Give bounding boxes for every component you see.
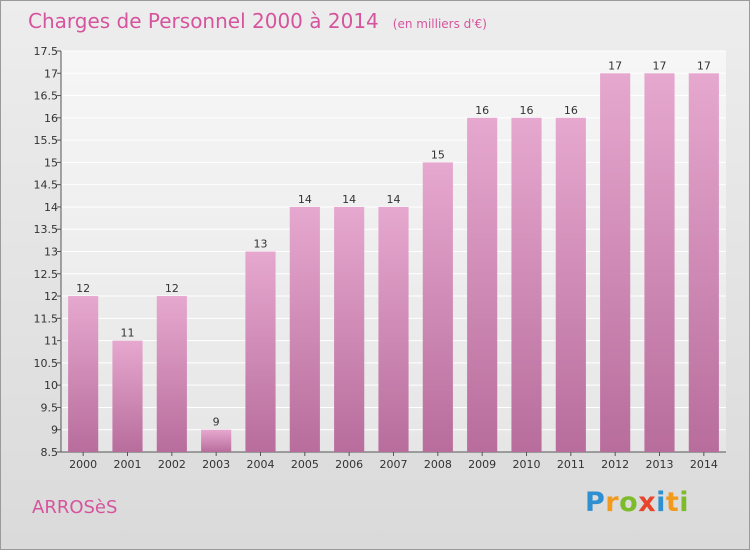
bars: [68, 73, 719, 453]
data-label: 15: [431, 148, 445, 161]
x-tick-label: 2003: [202, 458, 230, 471]
data-label: 11: [121, 327, 135, 340]
data-label: 16: [564, 104, 578, 117]
bar: [422, 162, 453, 452]
x-tick-label: 2009: [468, 458, 496, 471]
x-tick-label: 2013: [646, 458, 674, 471]
y-tick-label: 9.5: [41, 401, 59, 414]
bar: [511, 117, 542, 452]
y-tick-label: 13: [44, 246, 58, 259]
chart-subtitle: (en milliers d'€): [392, 17, 487, 31]
x-tick-label: 2011: [557, 458, 585, 471]
x-tick-label: 2000: [69, 458, 97, 471]
data-label: 14: [387, 193, 401, 206]
commune-name: ARROSèS: [32, 497, 118, 518]
x-tick-label: 2007: [380, 458, 408, 471]
bar: [68, 296, 99, 452]
logo-letter: o: [619, 487, 639, 518]
logo-letter: i: [679, 487, 690, 518]
y-tick-label: 10.5: [34, 357, 59, 370]
data-label: 17: [653, 59, 667, 72]
logo-letter: t: [665, 487, 680, 518]
x-tick-label: 2012: [601, 458, 629, 471]
proxiti-logo: Proxiti: [585, 487, 689, 518]
logo-letter: i: [656, 487, 666, 518]
y-tick-label: 17.5: [34, 45, 59, 58]
y-tick-label: 13.5: [34, 223, 59, 236]
data-label: 14: [342, 193, 356, 206]
bar: [201, 429, 232, 452]
data-label: 12: [76, 282, 90, 295]
data-label: 17: [697, 59, 711, 72]
x-tick-label: 2002: [158, 458, 186, 471]
logo-letter: r: [605, 487, 620, 518]
y-tick-label: 8.5: [41, 446, 59, 459]
data-label: 12: [165, 282, 179, 295]
y-tick-label: 15: [44, 156, 58, 169]
y-tick-label: 9: [51, 424, 58, 437]
bar: [378, 206, 409, 452]
logo-letter: P: [585, 487, 606, 518]
chart-title: Charges de Personnel 2000 à 2014 (en mill…: [28, 9, 487, 33]
axes: 8.599.51010.51111.51212.51313.51414.5151…: [34, 45, 726, 471]
logo-letter: x: [638, 487, 657, 518]
y-tick-label: 11.5: [34, 312, 59, 325]
y-tick-label: 17: [44, 67, 58, 80]
x-tick-label: 2006: [335, 458, 363, 471]
data-label: 14: [298, 193, 312, 206]
title-text: Charges de Personnel 2000 à 2014: [28, 9, 379, 33]
bar: [644, 73, 675, 453]
y-tick-label: 14.5: [34, 179, 59, 192]
bar: [600, 73, 631, 453]
data-label: 13: [254, 238, 268, 251]
data-label: 9: [213, 416, 220, 429]
bar: [334, 206, 365, 452]
x-tick-label: 2005: [291, 458, 319, 471]
bar: [112, 340, 143, 452]
bar: [688, 73, 719, 453]
bar: [156, 296, 187, 452]
data-label: 17: [608, 59, 622, 72]
x-tick-label: 2008: [424, 458, 452, 471]
y-tick-label: 16.5: [34, 90, 59, 103]
y-tick-label: 12: [44, 290, 58, 303]
bar: [555, 117, 586, 452]
x-tick-label: 2001: [114, 458, 142, 471]
y-tick-label: 16: [44, 112, 58, 125]
data-labels: 12 11 12 9 13 14 14 14 15 16 16 16 17 17 17: [76, 59, 711, 428]
y-tick-label: 11: [44, 335, 58, 348]
y-tick-label: 12.5: [34, 268, 59, 281]
y-tick-label: 15.5: [34, 134, 59, 147]
x-tick-label: 2004: [247, 458, 275, 471]
bar: [467, 117, 498, 452]
y-tick-label: 10: [44, 379, 58, 392]
x-tick-label: 2014: [690, 458, 718, 471]
x-tick-label: 2010: [513, 458, 541, 471]
y-tick-label: 14: [44, 201, 58, 214]
bar: [245, 251, 276, 452]
data-label: 16: [475, 104, 489, 117]
data-label: 16: [520, 104, 534, 117]
bar: [289, 206, 320, 452]
